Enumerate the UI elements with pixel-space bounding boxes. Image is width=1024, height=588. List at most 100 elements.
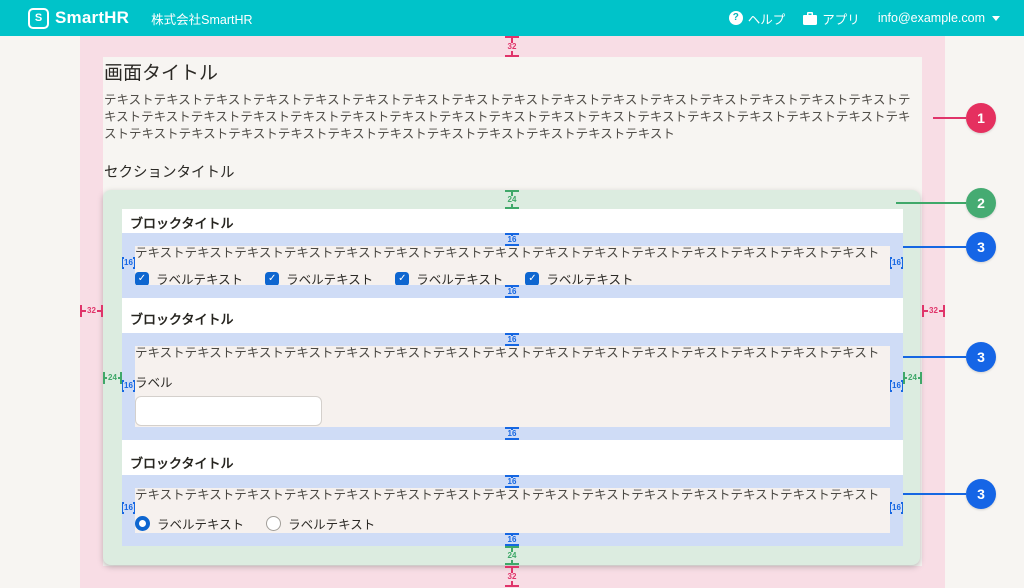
spacing-value: 24 — [506, 550, 518, 560]
section-title: セクションタイトル — [104, 165, 235, 181]
spacing-value: 16 — [506, 286, 518, 296]
radio-label: ラベルテキスト — [288, 518, 376, 532]
field-label: ラベル — [135, 376, 173, 390]
page-title: 画面タイトル — [104, 63, 219, 84]
checkbox-item[interactable]: ✓ ラベルテキスト — [525, 269, 634, 285]
block-title: ブロックタイトル — [130, 312, 234, 327]
text-field[interactable] — [135, 396, 322, 426]
spacing-marker-16: 16 — [505, 533, 519, 546]
apps-label: アプリ — [822, 12, 860, 27]
spacing-value: 24 — [506, 194, 518, 204]
smarthr-logo-icon: S — [28, 7, 49, 29]
radio-group: ラベルテキスト ラベルテキスト — [135, 514, 890, 533]
spacing-value: 16 — [891, 503, 902, 512]
block-text: テキストテキストテキストテキストテキストテキストテキストテキストテキストテキスト… — [135, 246, 880, 260]
spacing-marker-32: 32 — [505, 36, 519, 57]
spacing-value: 32 — [506, 571, 518, 581]
radio-selected-icon[interactable] — [135, 516, 150, 531]
spacing-marker-24: 24 — [903, 372, 922, 384]
page-description: テキストテキストテキストテキストテキストテキストテキストテキストテキストテキスト… — [104, 93, 911, 141]
checkbox-label: ラベルテキスト — [286, 273, 374, 285]
spacing-marker-16: 16 — [122, 380, 135, 392]
spacing-value: 32 — [86, 306, 97, 315]
help-link[interactable]: ? ヘルプ — [728, 9, 785, 28]
apps-link[interactable]: アプリ — [803, 9, 860, 28]
block-text: テキストテキストテキストテキストテキストテキストテキストテキストテキストテキスト… — [135, 488, 880, 502]
spacing-marker-16: 16 — [505, 285, 519, 298]
radio-unselected-icon[interactable] — [266, 516, 282, 531]
spacing-marker-16: 16 — [122, 257, 135, 269]
spacing-value: 16 — [506, 428, 518, 438]
block-text: テキストテキストテキストテキストテキストテキストテキストテキストテキストテキスト… — [135, 346, 880, 360]
spacing-value: 16 — [506, 334, 518, 344]
callout-line-1 — [933, 117, 966, 119]
margin-overlay-left — [80, 57, 103, 588]
block-title: ブロックタイトル — [130, 216, 234, 231]
smarthr-logo-text: SmartHR — [55, 8, 130, 27]
callout-badge-1: 1 — [966, 103, 996, 133]
spacing-marker-16: 16 — [122, 502, 135, 514]
spacing-marker-24: 24 — [103, 372, 122, 384]
callout-badge-3: 3 — [966, 479, 996, 509]
spacing-marker-32: 32 — [922, 305, 945, 317]
spacing-value: 16 — [506, 476, 518, 486]
smarthr-logo[interactable]: S SmartHR — [28, 7, 130, 29]
account-email: info@example.com — [877, 11, 985, 25]
spacing-value: 32 — [506, 41, 518, 51]
spacing-marker-16: 16 — [890, 257, 903, 269]
spacing-marker-16: 16 — [505, 427, 519, 440]
block-content: テキストテキストテキストテキストテキストテキストテキストテキストテキストテキスト… — [122, 233, 903, 298]
checkbox-checked-icon[interactable]: ✓ — [525, 271, 540, 285]
company-name: 株式会社SmartHR — [151, 12, 253, 27]
checkbox-checked-icon[interactable]: ✓ — [395, 271, 410, 285]
spacing-marker-16: 16 — [890, 380, 903, 392]
spacing-value: 16 — [506, 234, 518, 244]
chevron-down-icon — [992, 15, 1000, 21]
spacing-marker-24: 24 — [505, 546, 519, 565]
spacing-value: 16 — [891, 258, 902, 267]
callout-line-3 — [903, 493, 966, 495]
spacing-marker-16: 16 — [505, 333, 519, 346]
spacing-value: 16 — [891, 381, 902, 390]
spacing-marker-32: 32 — [505, 566, 519, 587]
checkbox-label: ラベルテキスト — [416, 273, 504, 285]
checkbox-item[interactable]: ✓ ラベルテキスト — [395, 269, 503, 285]
section-panel: ブロックタイトル テキストテキストテキストテキストテキストテキストテキストテキス… — [122, 209, 903, 546]
callout-badge-3: 3 — [966, 342, 996, 372]
block-content: テキストテキストテキストテキストテキストテキストテキストテキストテキストテキスト… — [122, 333, 903, 440]
spacing-marker-16: 16 — [890, 502, 903, 514]
callout-badge-2: 2 — [966, 188, 996, 218]
callout-line-3 — [903, 356, 966, 358]
spacing-marker-32: 32 — [80, 305, 103, 317]
account-menu[interactable]: info@example.com — [878, 11, 1000, 25]
briefcase-icon — [803, 11, 818, 25]
checkbox-item[interactable]: ✓ ラベルテキスト — [135, 269, 243, 285]
spacing-value: 24 — [907, 373, 918, 382]
spacing-marker-16: 16 — [505, 233, 519, 246]
spacing-value: 16 — [506, 534, 518, 544]
spacing-value: 24 — [107, 373, 118, 382]
radio-label: ラベルテキスト — [157, 518, 245, 532]
radio-item[interactable]: ラベルテキスト — [266, 514, 375, 533]
help-icon: ? — [728, 11, 743, 25]
callout-line-3 — [903, 246, 966, 248]
spacing-marker-16: 16 — [505, 475, 519, 488]
checkbox-item[interactable]: ✓ ラベルテキスト — [265, 269, 373, 285]
block-title: ブロックタイトル — [130, 456, 234, 471]
spacing-marker-24: 24 — [505, 190, 519, 209]
callout-line-2 — [896, 202, 966, 204]
callout-badge-3: 3 — [966, 232, 996, 262]
spacing-value: 16 — [123, 258, 134, 267]
spacing-value: 16 — [123, 503, 134, 512]
app-header: S SmartHR 株式会社SmartHR ? ヘルプ アプリ info@exa… — [0, 0, 1024, 36]
margin-overlay-right — [922, 57, 945, 588]
spacing-value: 32 — [928, 306, 939, 315]
checkbox-label: ラベルテキスト — [546, 273, 634, 285]
checkbox-checked-icon[interactable]: ✓ — [265, 271, 280, 285]
spacing-value: 16 — [123, 381, 134, 390]
checkbox-checked-icon[interactable]: ✓ — [135, 271, 149, 285]
checkbox-label: ラベルテキスト — [156, 273, 244, 285]
checkbox-group: ✓ ラベルテキスト ✓ ラベルテキスト ✓ ラベルテキスト ✓ ラベルテキスト — [135, 269, 890, 285]
radio-item[interactable]: ラベルテキスト — [135, 514, 244, 533]
